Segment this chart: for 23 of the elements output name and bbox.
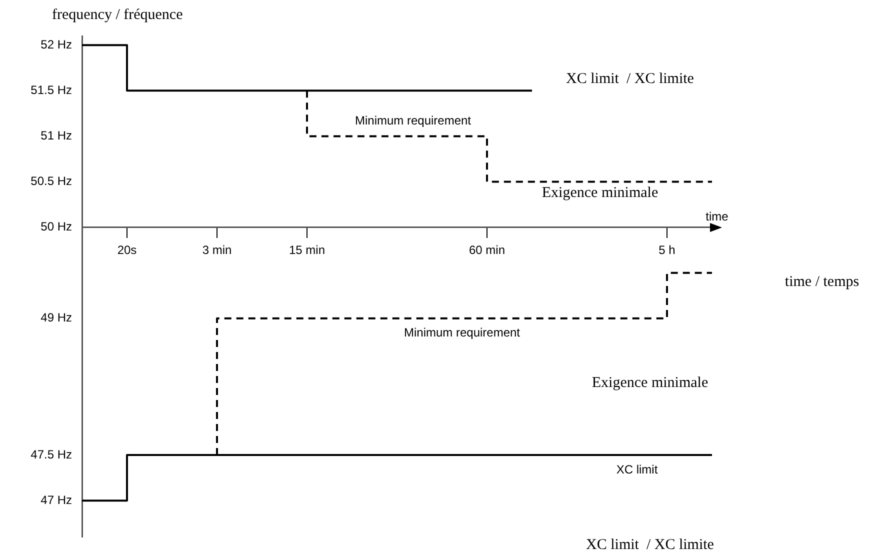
x-tick-label: 15 min bbox=[288, 242, 326, 257]
y-tick-label: 47.5 Hz bbox=[30, 447, 72, 462]
annotation: Minimum requirement bbox=[354, 113, 472, 128]
x-tick-label: 5 h bbox=[658, 242, 676, 257]
x-axis-title: time bbox=[706, 210, 729, 224]
annotation: Exigence minimale bbox=[592, 374, 708, 391]
annotation: XC limit / XC limite bbox=[586, 536, 714, 553]
annotation: XC limit bbox=[616, 462, 658, 476]
y-tick-label: 50.5 Hz bbox=[30, 174, 72, 188]
y-tick-label: 49 Hz bbox=[40, 310, 72, 325]
y-tick-label: 50 Hz bbox=[40, 220, 72, 234]
y-tick-label: 47 Hz bbox=[40, 492, 72, 507]
annotation: Minimum requirement bbox=[404, 325, 521, 340]
text: time / temps bbox=[784, 274, 860, 290]
x-tick-label: 3 min bbox=[202, 242, 232, 257]
x-tick-label: 20s bbox=[117, 242, 137, 257]
annotation: XC limit / XC limite bbox=[566, 70, 694, 87]
y-axis-title: frequency / fréquence bbox=[52, 6, 184, 23]
y-tick-label: 52 Hz bbox=[40, 37, 72, 52]
x-tick-label: 60 min bbox=[468, 242, 506, 257]
annotation: Exigence minimale bbox=[542, 184, 658, 201]
y-tick-label: 51 Hz bbox=[40, 128, 72, 143]
y-tick-label: 51.5 Hz bbox=[30, 82, 72, 97]
